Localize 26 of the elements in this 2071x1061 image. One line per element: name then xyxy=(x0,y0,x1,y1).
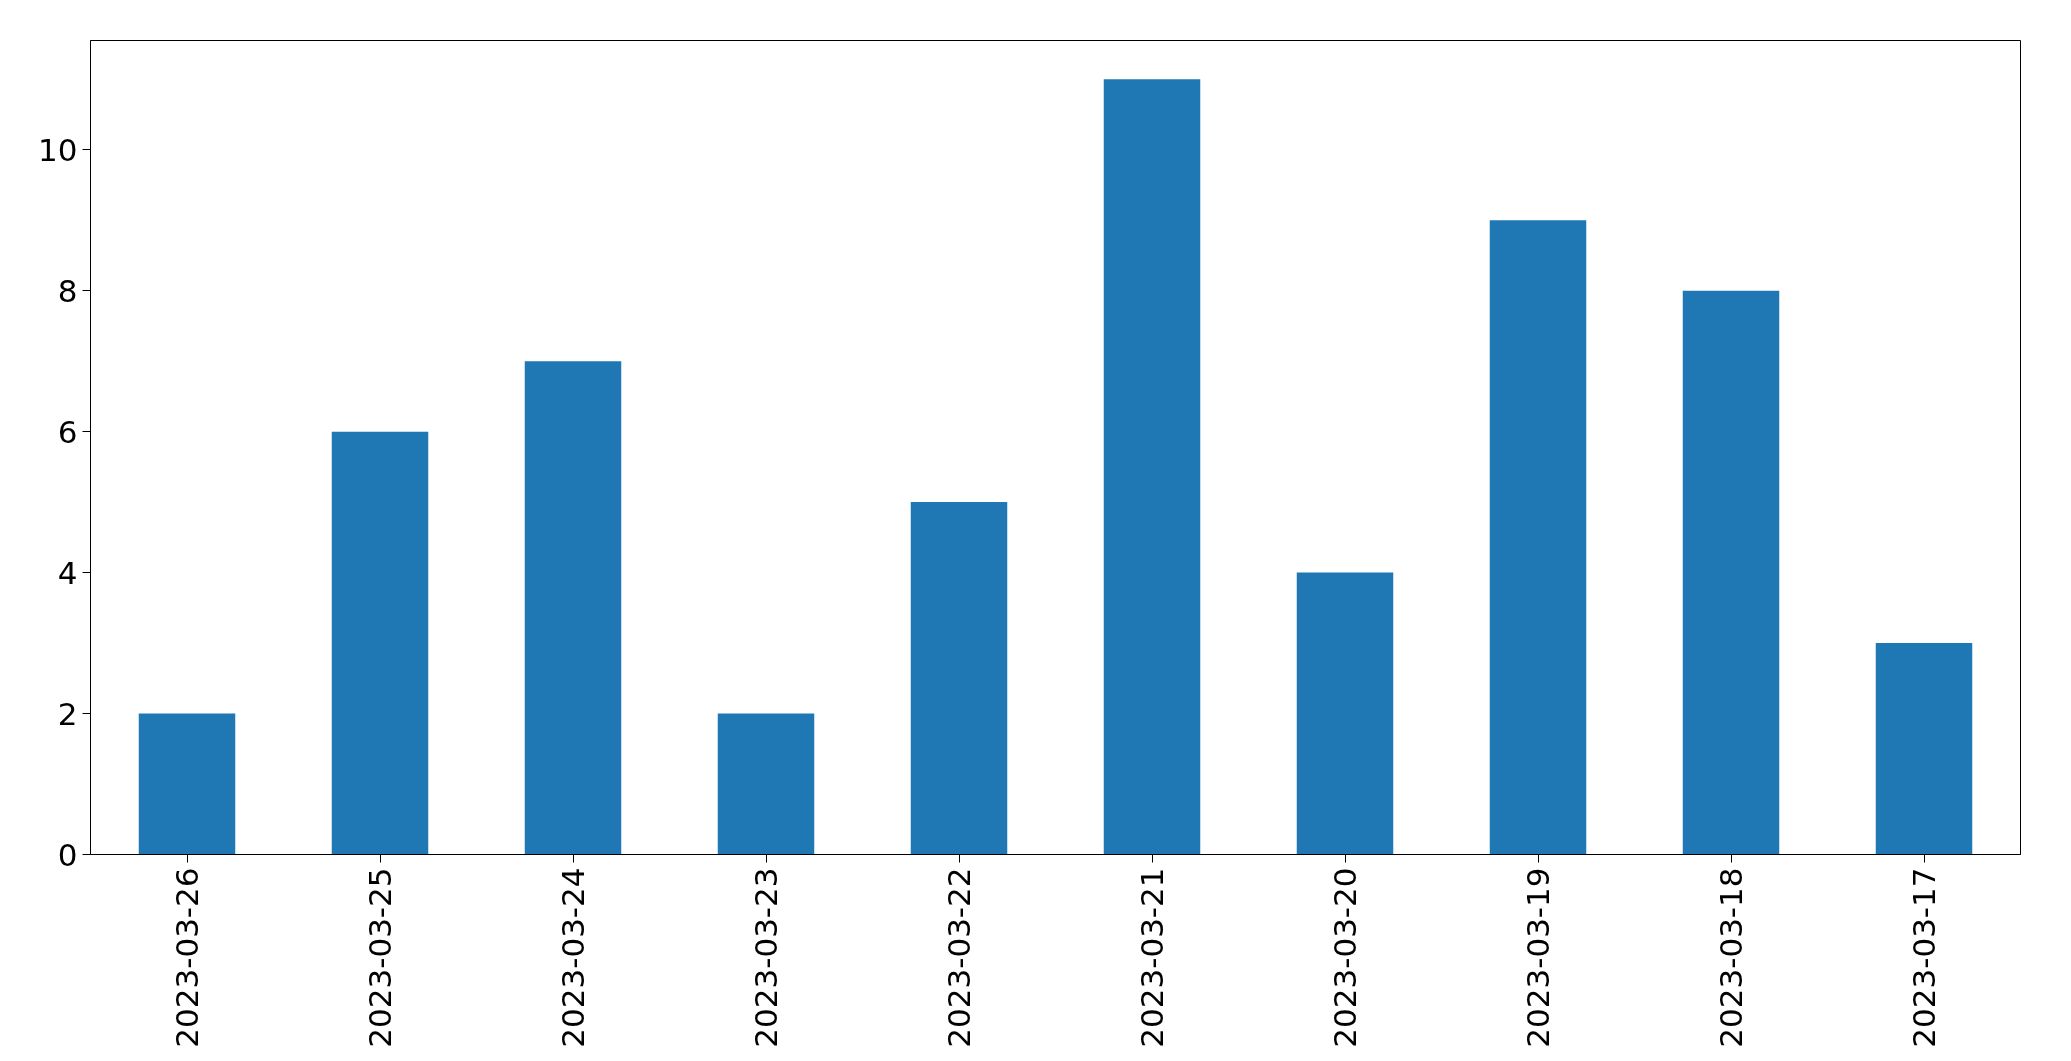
x-tick-label: 2023-03-24 xyxy=(555,867,591,1048)
bar xyxy=(910,502,1008,855)
bar xyxy=(331,431,429,855)
x-tick-label: 2023-03-20 xyxy=(1327,867,1363,1048)
y-tick-label: 0 xyxy=(57,836,78,873)
bar xyxy=(1296,572,1394,855)
bar xyxy=(524,361,622,855)
y-tick-label: 10 xyxy=(38,131,78,168)
x-tick-label: 2023-03-22 xyxy=(941,867,977,1048)
x-tick-label: 2023-03-23 xyxy=(748,867,784,1048)
x-tick-label: 2023-03-17 xyxy=(1906,867,1942,1048)
y-tick-label: 8 xyxy=(57,272,78,309)
x-tick-label: 2023-03-19 xyxy=(1520,867,1556,1048)
bar xyxy=(1489,220,1587,855)
x-tick-label: 2023-03-21 xyxy=(1134,867,1170,1048)
bar xyxy=(1103,79,1201,855)
bar xyxy=(1682,290,1780,855)
y-tick-label: 2 xyxy=(57,695,78,732)
y-tick-label: 4 xyxy=(57,554,78,591)
y-tick-label: 6 xyxy=(57,413,78,450)
bar xyxy=(717,713,815,855)
x-tick-label: 2023-03-18 xyxy=(1713,867,1749,1048)
bar xyxy=(1875,643,1973,855)
x-tick-label: 2023-03-26 xyxy=(169,867,205,1048)
x-tick-label: 2023-03-25 xyxy=(362,867,398,1048)
bar xyxy=(138,713,236,855)
